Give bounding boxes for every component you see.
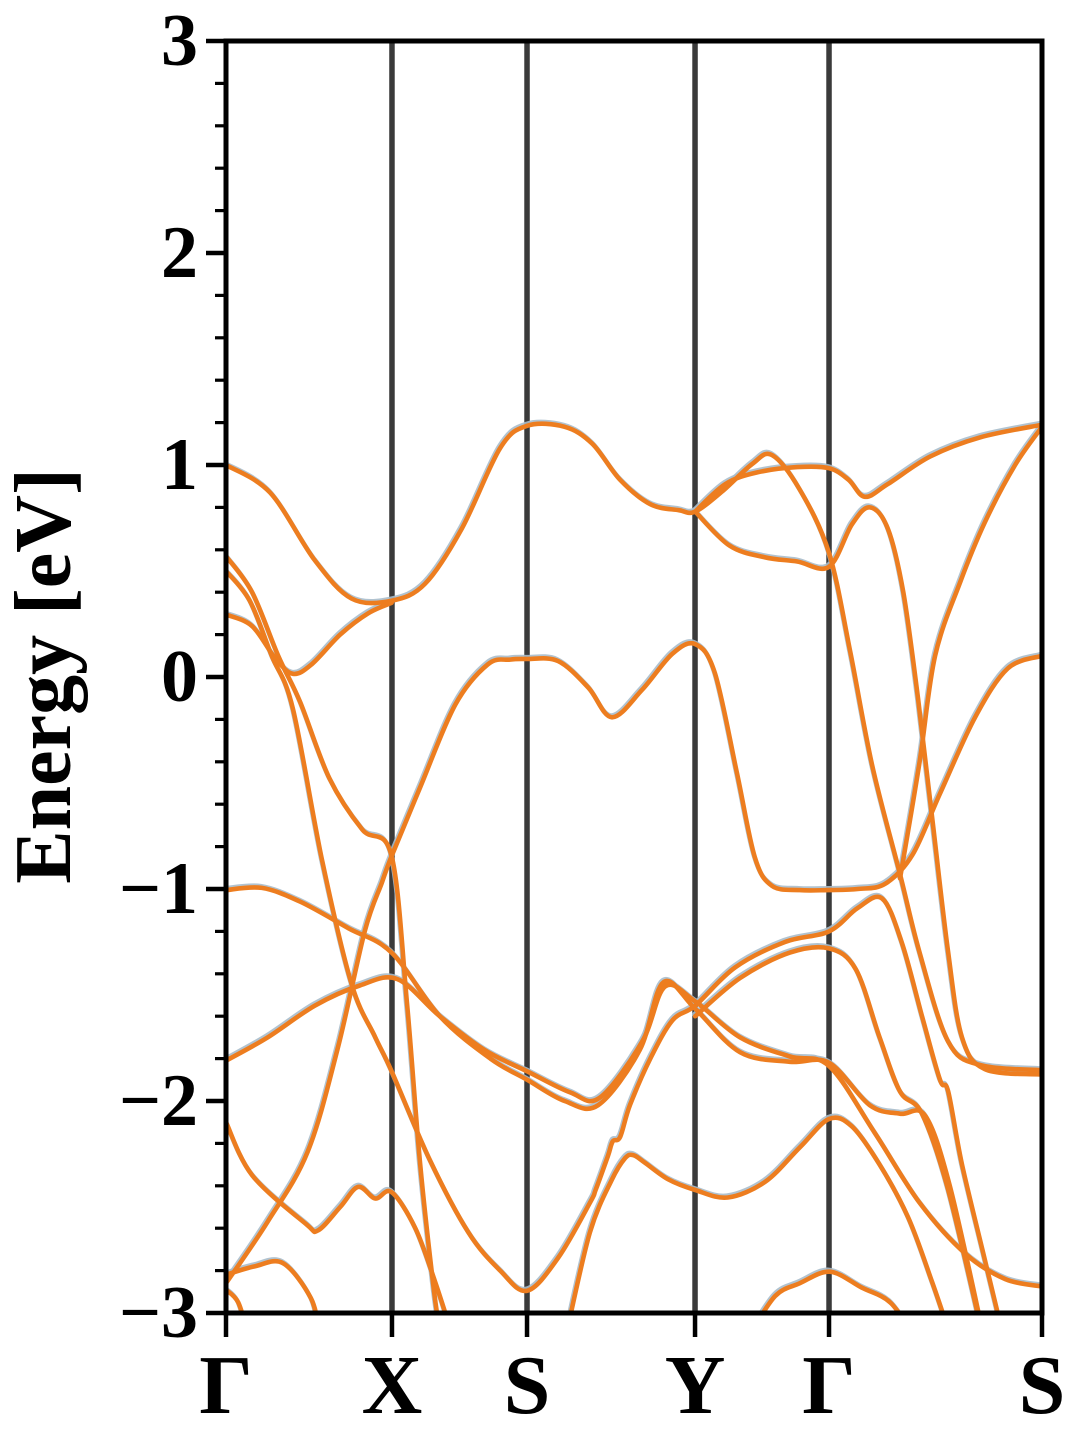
y-tick-label: −1 (118, 848, 198, 930)
band-path (226, 553, 440, 1313)
y-tick-label: −3 (118, 1272, 198, 1354)
x-tick-label: Γ (199, 1339, 253, 1432)
band-path (226, 1287, 245, 1313)
band-path (692, 422, 1042, 514)
y-tick-label: 1 (161, 424, 198, 506)
y-tick-label: 2 (161, 212, 198, 294)
band-path (568, 1115, 946, 1313)
band-lines (226, 421, 1042, 1313)
x-tick-label: Γ (802, 1339, 856, 1432)
band-halo-path (896, 422, 1041, 879)
band-path (897, 424, 1042, 881)
axes-spines (223, 38, 1045, 1316)
band-path (226, 975, 1042, 1289)
y-tick-label: 3 (161, 0, 198, 82)
kpath-vlines (389, 41, 832, 1313)
band-path (692, 944, 980, 1313)
band-path (226, 568, 1001, 1313)
y-tick-label: −2 (118, 1060, 198, 1142)
band-path (226, 421, 1042, 1073)
x-tick-label: Y (664, 1339, 726, 1432)
band-path (226, 1119, 448, 1313)
band-path (226, 600, 394, 677)
axes-ticks (206, 38, 1045, 1337)
band-halo-path (225, 883, 980, 1312)
y-tick-label: 0 (161, 636, 198, 718)
band-path (692, 505, 1042, 1077)
x-tick-label: S (1018, 1339, 1066, 1432)
x-tick-label: S (503, 1339, 551, 1432)
x-tick-label: X (361, 1339, 423, 1432)
band-path (226, 885, 981, 1313)
band-halo-path (225, 598, 393, 675)
y-axis-title: Energy [eV] (0, 468, 88, 884)
band-path (226, 1258, 319, 1313)
band-halo-path (691, 503, 1041, 1076)
band-path (226, 640, 1042, 1286)
band-path (760, 1269, 902, 1313)
